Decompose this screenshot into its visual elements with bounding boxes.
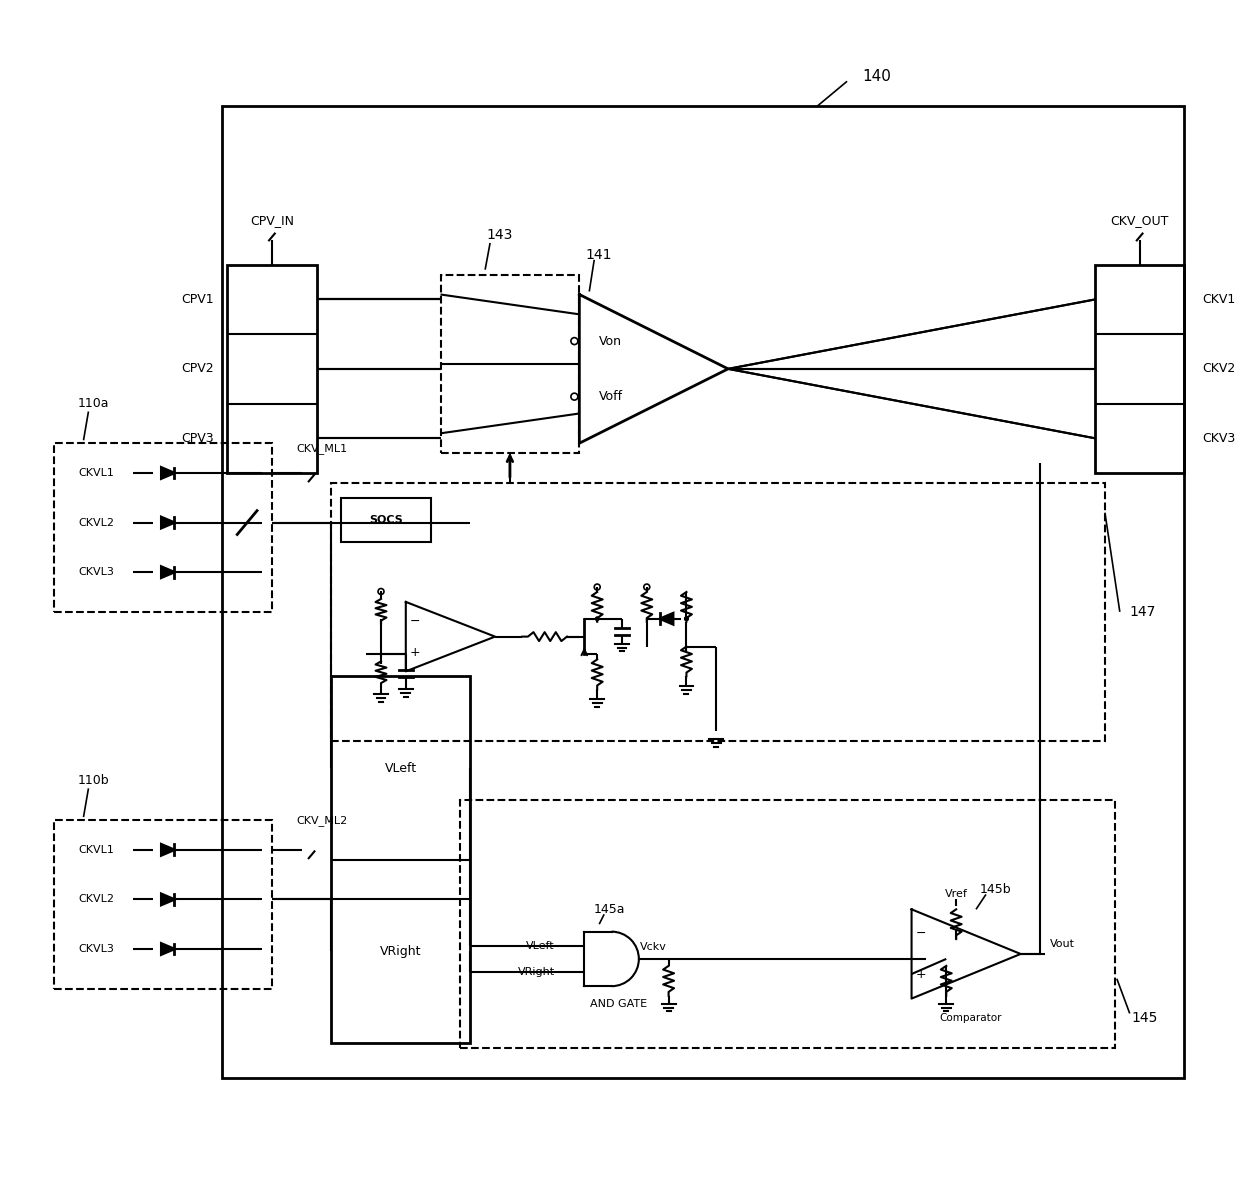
Circle shape <box>684 616 689 622</box>
Text: CKVL1: CKVL1 <box>78 468 114 478</box>
Text: CPV3: CPV3 <box>181 431 213 444</box>
Text: CKV3: CKV3 <box>1203 431 1235 444</box>
Text: VLeft: VLeft <box>526 941 554 952</box>
Text: −: − <box>409 615 420 628</box>
Bar <box>53 820 272 988</box>
Bar <box>341 498 430 543</box>
Text: CPV_IN: CPV_IN <box>250 214 294 227</box>
Text: CKVL3: CKVL3 <box>78 944 114 954</box>
Text: CKVL2: CKVL2 <box>78 518 114 527</box>
Text: CKVL1: CKVL1 <box>78 845 114 855</box>
Text: 145b: 145b <box>980 883 1012 896</box>
Text: +: + <box>915 968 926 981</box>
Text: 110b: 110b <box>78 774 109 787</box>
Text: AND GATE: AND GATE <box>590 999 647 1008</box>
Text: CPV2: CPV2 <box>181 363 213 376</box>
Text: CKV2: CKV2 <box>1203 363 1235 376</box>
Text: VRight: VRight <box>381 944 422 957</box>
Polygon shape <box>660 613 673 624</box>
Text: CPV1: CPV1 <box>181 293 213 306</box>
Text: CKV1: CKV1 <box>1203 293 1235 306</box>
Text: +: + <box>409 645 420 658</box>
Bar <box>222 106 1184 1078</box>
Text: VLeft: VLeft <box>384 761 417 774</box>
Polygon shape <box>161 468 175 479</box>
Text: Vckv: Vckv <box>640 942 667 952</box>
Polygon shape <box>161 894 175 905</box>
Text: 143: 143 <box>487 228 513 242</box>
Text: CKVL2: CKVL2 <box>78 895 114 904</box>
Bar <box>53 443 272 612</box>
Text: CKV_ML1: CKV_ML1 <box>296 443 347 454</box>
Circle shape <box>595 616 600 622</box>
Text: VRight: VRight <box>517 967 554 976</box>
Text: CKV_OUT: CKV_OUT <box>1111 214 1169 227</box>
Text: 145: 145 <box>1131 1012 1158 1026</box>
Text: 140: 140 <box>862 69 892 84</box>
Text: Comparator: Comparator <box>940 1013 1002 1024</box>
Text: 110a: 110a <box>78 397 109 410</box>
Circle shape <box>684 616 689 622</box>
Text: CKVL3: CKVL3 <box>78 567 114 577</box>
Text: 145a: 145a <box>594 903 625 916</box>
Polygon shape <box>161 943 175 955</box>
Text: Vref: Vref <box>945 890 967 900</box>
Text: −: − <box>915 928 926 941</box>
Text: Vout: Vout <box>1050 939 1075 949</box>
Text: 147: 147 <box>1130 605 1156 619</box>
Bar <box>227 265 316 473</box>
Text: SOCS: SOCS <box>370 515 403 525</box>
Bar <box>1095 265 1184 473</box>
Polygon shape <box>161 517 175 528</box>
Text: Voff: Voff <box>599 390 624 403</box>
Text: CKV_ML2: CKV_ML2 <box>296 814 347 825</box>
Text: 141: 141 <box>587 248 613 262</box>
Bar <box>331 676 470 1044</box>
Bar <box>460 800 1115 1048</box>
Text: Von: Von <box>599 335 622 348</box>
Polygon shape <box>161 844 175 856</box>
Bar <box>440 274 579 453</box>
Bar <box>331 483 1105 741</box>
Polygon shape <box>161 566 175 578</box>
